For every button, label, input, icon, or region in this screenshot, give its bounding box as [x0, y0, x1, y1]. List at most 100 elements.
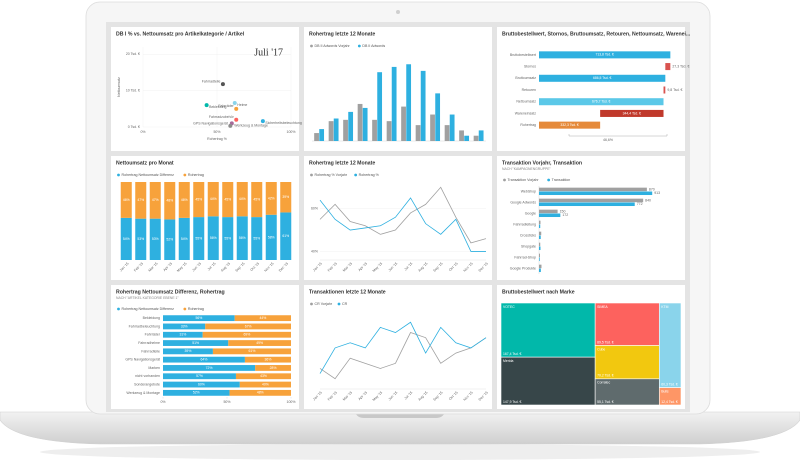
bar [357, 103, 363, 141]
data-label: 53% [137, 237, 144, 241]
x-tick-label: 100% [287, 400, 296, 404]
x-tick-label: Sep '15 [234, 261, 245, 272]
stacked-bar [239, 381, 291, 388]
data-label: 31% [179, 333, 186, 337]
stacked-bar [207, 182, 219, 217]
tile-title: Nettoumsatz pro Monat [116, 160, 174, 166]
treemap-tile [594, 302, 660, 346]
tile-label: Corratec [597, 381, 610, 385]
x-tick-label: Oct '15 [250, 261, 261, 272]
tile [304, 285, 492, 409]
category-label: Nettoumsatz [516, 100, 536, 104]
x-tick-label: Dec '15 [478, 390, 489, 401]
tile [497, 27, 685, 151]
stacked-bar [120, 217, 132, 260]
bar [539, 187, 647, 192]
data-label: 69% [243, 333, 250, 337]
data-label: 52% [193, 391, 200, 395]
data-label: 48% [166, 199, 173, 203]
stacked-bar [222, 217, 234, 260]
stacked-bar [255, 365, 291, 371]
bar [539, 231, 542, 236]
tile-title: DB I % vs. Nettoumsatz pro Artikelkatego… [116, 31, 245, 37]
stacked-bar [212, 348, 291, 355]
scatter-point [234, 106, 239, 111]
tile-label: VOTEC [503, 305, 515, 309]
x-tick-label: 0% [160, 400, 165, 404]
data-label: 36% [265, 358, 272, 362]
category-label: nicht vorhanden [135, 374, 160, 378]
bar [314, 133, 319, 141]
x-tick-label: Dec '15 [478, 261, 489, 272]
scatter-point [234, 117, 239, 122]
point-label: Fahrräder [218, 104, 234, 108]
tile [304, 156, 492, 280]
stacked-bar [163, 381, 240, 388]
x-tick-label: Jan '15 [119, 262, 130, 273]
x-tick-label: Feb '15 [133, 262, 144, 273]
tile-title: Rohertrag letzte 12 Monate [309, 160, 375, 166]
x-tick-label: Aug '15 [417, 390, 428, 401]
data-label: 676,7 Tsd. € [592, 100, 611, 104]
stacked-bar [163, 331, 203, 338]
category-label: Fahrradhelme [138, 341, 160, 345]
stacked-bar [251, 217, 263, 260]
bar [478, 130, 484, 141]
stacked-bar [222, 182, 234, 218]
stacked-bar [228, 340, 291, 346]
bar [362, 107, 368, 141]
data-label: 54% [123, 237, 130, 241]
tile-label: Cube [597, 347, 605, 351]
bar [449, 114, 455, 141]
bar [464, 135, 470, 141]
stacked-bar [236, 182, 248, 217]
bar [406, 64, 412, 141]
tile-value: 12,4 Tsd. € [661, 400, 678, 404]
x-tick-label: Jun '15 [388, 391, 399, 402]
x-axis-label: Rohertrag % [207, 137, 227, 141]
stacked-bar [193, 182, 205, 218]
x-tick-label: Nov '15 [463, 390, 474, 401]
x-tick-label: Apr '15 [358, 390, 369, 401]
data-label: 42% [268, 196, 275, 200]
bar [348, 111, 354, 141]
data-label: 47% [137, 198, 144, 202]
x-tick-label: Dec '15 [278, 261, 289, 272]
bar [539, 209, 558, 214]
treemap-tile [658, 302, 682, 388]
category-label: WebShop [521, 189, 536, 193]
data-label: 48% [257, 391, 264, 395]
x-tick-label: May '15 [176, 262, 187, 273]
tile-title: Rohertrag Nettoumsatz Differenz, Rohertr… [116, 289, 225, 295]
data-label: 44% [259, 316, 266, 320]
category-label: Werkzeug & Montage [126, 391, 160, 395]
category-label: Crossticks [520, 233, 536, 237]
data-label: 150 [560, 209, 566, 213]
data-label: 56% [195, 316, 202, 320]
category-label: Wareneinsatz [515, 111, 537, 115]
data-label: 45% [224, 197, 231, 201]
stacked-bar [234, 315, 291, 322]
tile-subtitle: NACH "KAMPAGNENGRUPPE" [502, 167, 551, 171]
bar [386, 121, 392, 141]
category-label: Fahrräder [145, 333, 161, 337]
data-label: 58% [268, 235, 275, 239]
bar [328, 121, 334, 141]
stacked-bar [280, 212, 292, 260]
legend-marker [117, 173, 120, 177]
legend-label: Rohertrag Nettoumsatz Differenz [122, 307, 175, 311]
treemap-tile [500, 356, 596, 406]
data-label: 56% [210, 236, 217, 240]
data-label: 44% [239, 197, 246, 201]
scatter-point [228, 123, 233, 128]
tile-subtitle: NACH "ARTIKEL KATEGORIE EBENE 1" [116, 296, 179, 300]
legend-marker [183, 307, 187, 311]
camera [396, 10, 400, 14]
x-tick-label: May '15 [372, 391, 383, 402]
treemap-tile [658, 387, 682, 406]
scatter-point [204, 103, 209, 108]
stacked-bar [178, 217, 190, 260]
tile-title: Bruttobestellwert nach Marke [502, 289, 575, 295]
scatter-point [232, 101, 237, 105]
scatter-point [220, 82, 225, 87]
